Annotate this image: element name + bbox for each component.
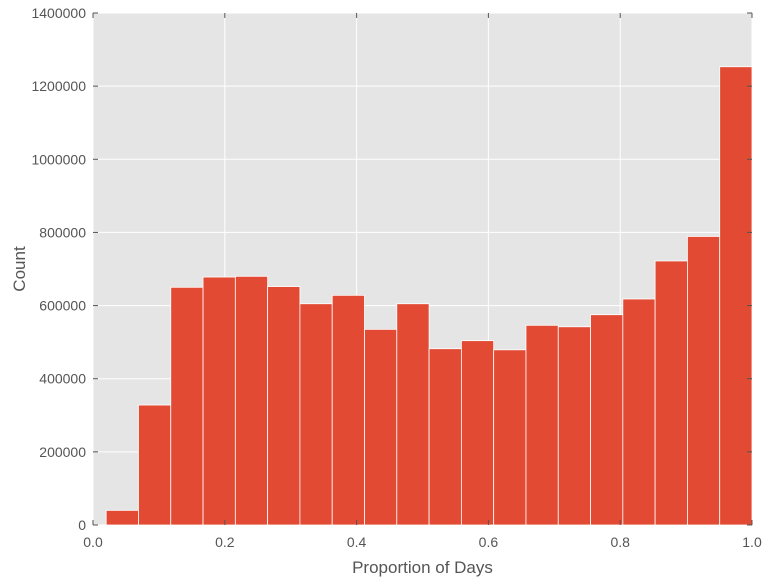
histogram-bar-8 [331,294,365,526]
histogram-bar-5 [234,275,269,526]
y-tick-label: 0 [78,517,86,533]
histogram-bar-3 [170,286,204,526]
histogram-bar-1 [105,509,139,526]
histogram-bar-11 [428,348,462,526]
histogram-bar-14 [525,324,559,526]
histogram-bar-17 [622,298,656,526]
y-tick-label: 1000000 [31,151,86,167]
histogram-bars [105,66,753,526]
histogram-bar-2 [138,404,172,526]
histogram-bar-15 [557,326,591,526]
histogram-bar-19 [687,236,721,526]
x-tick-label: 0.6 [479,534,499,550]
x-tick-label: 0.2 [215,534,235,550]
histogram-bar-18 [654,260,688,526]
x-tick-label: 0.4 [347,534,367,550]
histogram-bar-9 [364,328,398,526]
histogram-bar-20 [719,66,753,526]
histogram-bar-16 [590,314,624,526]
histogram-bar-4 [202,276,236,526]
y-axis: 0 200000 400000 600000 800000 1000000 1200000 1… [31,5,752,533]
y-tick-label: 800000 [39,224,86,240]
y-tick-label: 1200000 [31,78,86,94]
x-tick-label: 1.0 [742,534,762,550]
histogram-bar-7 [299,303,333,526]
histogram-bar-13 [493,349,527,526]
y-axis-label: Count [10,246,29,292]
y-tick-label: 600000 [39,298,86,314]
histogram-bar-12 [460,340,495,526]
y-tick-label: 200000 [39,444,86,460]
x-axis: 0.0 0.2 0.4 0.6 0.8 1.0 [83,13,762,550]
x-tick-label: 0.0 [83,534,103,550]
y-tick-label: 1400000 [31,5,86,21]
x-tick-label: 0.8 [610,534,630,550]
histogram-bar-6 [267,286,301,526]
y-tick-label: 400000 [39,371,86,387]
x-axis-label: Proportion of Days [352,558,493,577]
histogram-bar-10 [396,303,430,526]
